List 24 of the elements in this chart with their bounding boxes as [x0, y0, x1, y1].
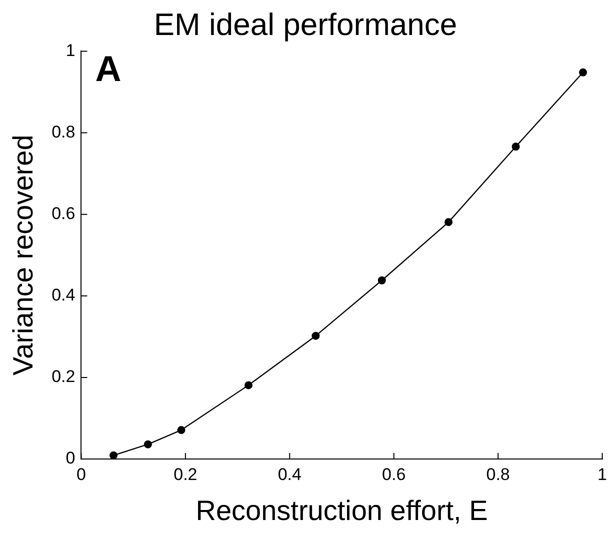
- x-tick-label: 0.4: [278, 464, 302, 484]
- x-tick-label: 1: [598, 464, 608, 484]
- point: [578, 68, 587, 76]
- chart-title: EM ideal performance: [154, 7, 458, 42]
- y-axis-title: Variance recovered: [8, 134, 39, 376]
- point: [144, 440, 152, 448]
- x-tick-label: 0.2: [174, 464, 198, 484]
- y-tick-label: 0.2: [52, 367, 76, 386]
- point: [378, 276, 386, 284]
- y-tick-label: 0.6: [52, 204, 76, 224]
- annotation: A: [95, 48, 122, 90]
- y-tick-label: 0: [66, 448, 76, 468]
- point: [312, 332, 320, 340]
- x-tick-label: 0.6: [382, 464, 406, 484]
- x-tick-label: 0.8: [486, 464, 510, 484]
- y-tick-label: 0.8: [52, 122, 76, 142]
- point: [444, 218, 453, 226]
- y-tick-label: 0.4: [52, 286, 76, 305]
- y-tick-label: 1: [66, 40, 76, 60]
- x-axis-title: Reconstruction effort, E: [196, 494, 488, 526]
- point: [110, 451, 118, 459]
- point: [177, 426, 186, 434]
- point: [512, 142, 520, 151]
- point: [244, 381, 252, 390]
